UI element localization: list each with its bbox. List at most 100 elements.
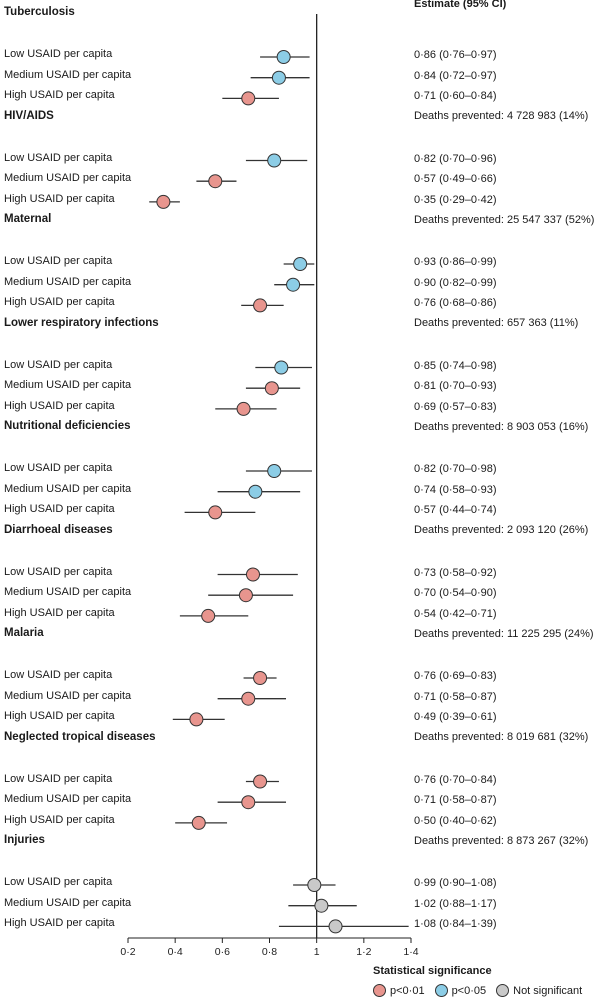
estimate-text: 0·71 (0·60–0·84) [414,90,497,103]
row-label: Low USAID per capita [4,565,113,578]
deaths-prevented: Deaths prevented: 8 873 267 (32%) [414,834,589,847]
deaths-prevented: Deaths prevented: 657 363 (11%) [414,317,579,329]
estimate-text: 0·76 (0·68–0·86) [414,297,497,310]
estimate-text: 0·49 (0·39–0·61) [414,711,497,724]
estimate-text: 0·50 (0·40–0·62) [414,814,497,827]
row-label: Medium USAID per capita [4,172,132,185]
estimate-text: 0·84 (0·72–0·97) [414,69,497,82]
estimate-text: 1·02 (0·88–1·17) [414,897,497,910]
row-label: Medium USAID per capita [4,793,132,806]
estimate-point [328,919,343,934]
estimate-point [286,277,301,292]
legend-swatch [373,984,386,997]
estimate-text: 0·70 (0·54–0·90) [414,587,497,600]
legend-title: Statistical significance [373,965,492,977]
deaths-prevented: Deaths prevented: 8 903 053 (16%) [414,420,589,433]
estimate-point [241,91,256,106]
row-label: High USAID per capita [4,503,115,516]
x-tick-label: 0·6 [215,946,230,958]
deaths-prevented: Deaths prevented: 11 225 295 (24%) [414,627,594,640]
row-label: Low USAID per capita [4,255,113,267]
estimate-point [253,298,268,313]
group-title: Tuberculosis [4,6,75,18]
row-label: High USAID per capita [4,606,115,619]
estimate-point [189,712,204,727]
estimate-text: 0·73 (0·58–0·92) [414,566,497,579]
estimate-text: 0·82 (0·70–0·96) [414,152,497,165]
row-label: High USAID per capita [4,710,115,723]
estimate-text: 0·86 (0·76–0·97) [414,49,497,61]
estimate-text: 0·85 (0·74–0·98) [414,359,497,372]
estimate-point [191,815,206,830]
estimate-text: 0·71 (0·58–0·87) [414,794,497,807]
estimate-point [241,795,256,810]
estimate-header: Estimate (95% CI) [414,0,507,10]
estimate-point [241,691,256,706]
estimate-point [264,381,279,396]
estimate-text: 0·57 (0·49–0·66) [414,173,497,186]
row-label: Medium USAID per capita [4,689,132,702]
row-label: High USAID per capita [4,89,115,102]
estimate-text: 0·82 (0·70–0·98) [414,463,497,475]
estimate-point [267,464,282,478]
estimate-point [314,898,329,913]
estimate-text: 0·54 (0·42–0·71) [414,607,497,620]
row-label: High USAID per capita [4,813,115,826]
x-tick-label: 1·4 [403,946,418,958]
estimate-text: 0·81 (0·70–0·93) [414,380,497,393]
deaths-prevented: Deaths prevented: 25 547 337 (52%) [414,213,594,226]
estimate-point [271,70,286,85]
estimate-point [208,505,223,520]
x-tick-label: 1 [314,946,320,958]
legend-item: p<0·01 [373,984,425,997]
group-title: Maternal [4,213,52,225]
legend-item: Not significant [496,984,582,997]
legend-item: p<0·05 [434,984,486,997]
estimate-point [293,257,308,271]
estimate-point [208,174,223,189]
row-label: Medium USAID per capita [4,896,132,909]
estimate-point [201,608,216,623]
estimate-point [156,194,171,209]
row-label: Low USAID per capita [4,151,113,164]
estimate-text: 0·35 (0·29–0·42) [414,193,497,206]
estimate-text: 0·76 (0·69–0·83) [414,670,497,682]
row-label: Medium USAID per capita [4,68,132,81]
deaths-prevented: Deaths prevented: 8 019 681 (32%) [414,731,589,743]
row-label: High USAID per capita [4,192,115,205]
row-label: Low USAID per capita [4,876,113,888]
row-label: Low USAID per capita [4,462,113,474]
row-label: Low USAID per capita [4,772,113,785]
group-title: Lower respiratory infections [4,316,159,329]
legend: p<0·01 p<0·05 Not significant [373,984,582,997]
group-title: Injuries [4,834,45,846]
estimate-text: 0·93 (0·86–0·99) [414,256,497,268]
row-label: High USAID per capita [4,917,115,930]
estimate-point [253,774,268,789]
legend-swatch [496,984,510,997]
row-label: Medium USAID per capita [4,586,132,599]
estimate-text: 0·74 (0·58–0·93) [414,483,497,496]
group-title: Nutritional deficiencies [4,420,131,432]
estimate-point [236,401,251,416]
legend-label: p<0·01 [390,984,425,997]
group-title: Diarrhoeal diseases [4,523,113,536]
estimate-text: 0·57 (0·44–0·74) [414,504,497,517]
estimate-text: 0·90 (0·82–0·99) [414,276,497,289]
row-label: High USAID per capita [4,296,115,309]
estimate-point [253,671,268,685]
row-label: Low USAID per capita [4,669,113,681]
legend-label: Not significant [513,984,583,997]
estimate-point [245,567,260,582]
estimate-text: 0·71 (0·58–0·87) [414,690,497,703]
estimate-text: 0·69 (0·57–0·83) [414,400,497,413]
estimate-text: 0·76 (0·70–0·84) [414,773,497,786]
estimate-point [248,484,263,499]
estimate-point [276,50,291,64]
row-label: Medium USAID per capita [4,379,132,392]
row-label: Low USAID per capita [4,48,113,60]
row-label: Medium USAID per capita [4,482,132,495]
row-label: Medium USAID per capita [4,275,132,288]
estimate-point [238,588,253,603]
